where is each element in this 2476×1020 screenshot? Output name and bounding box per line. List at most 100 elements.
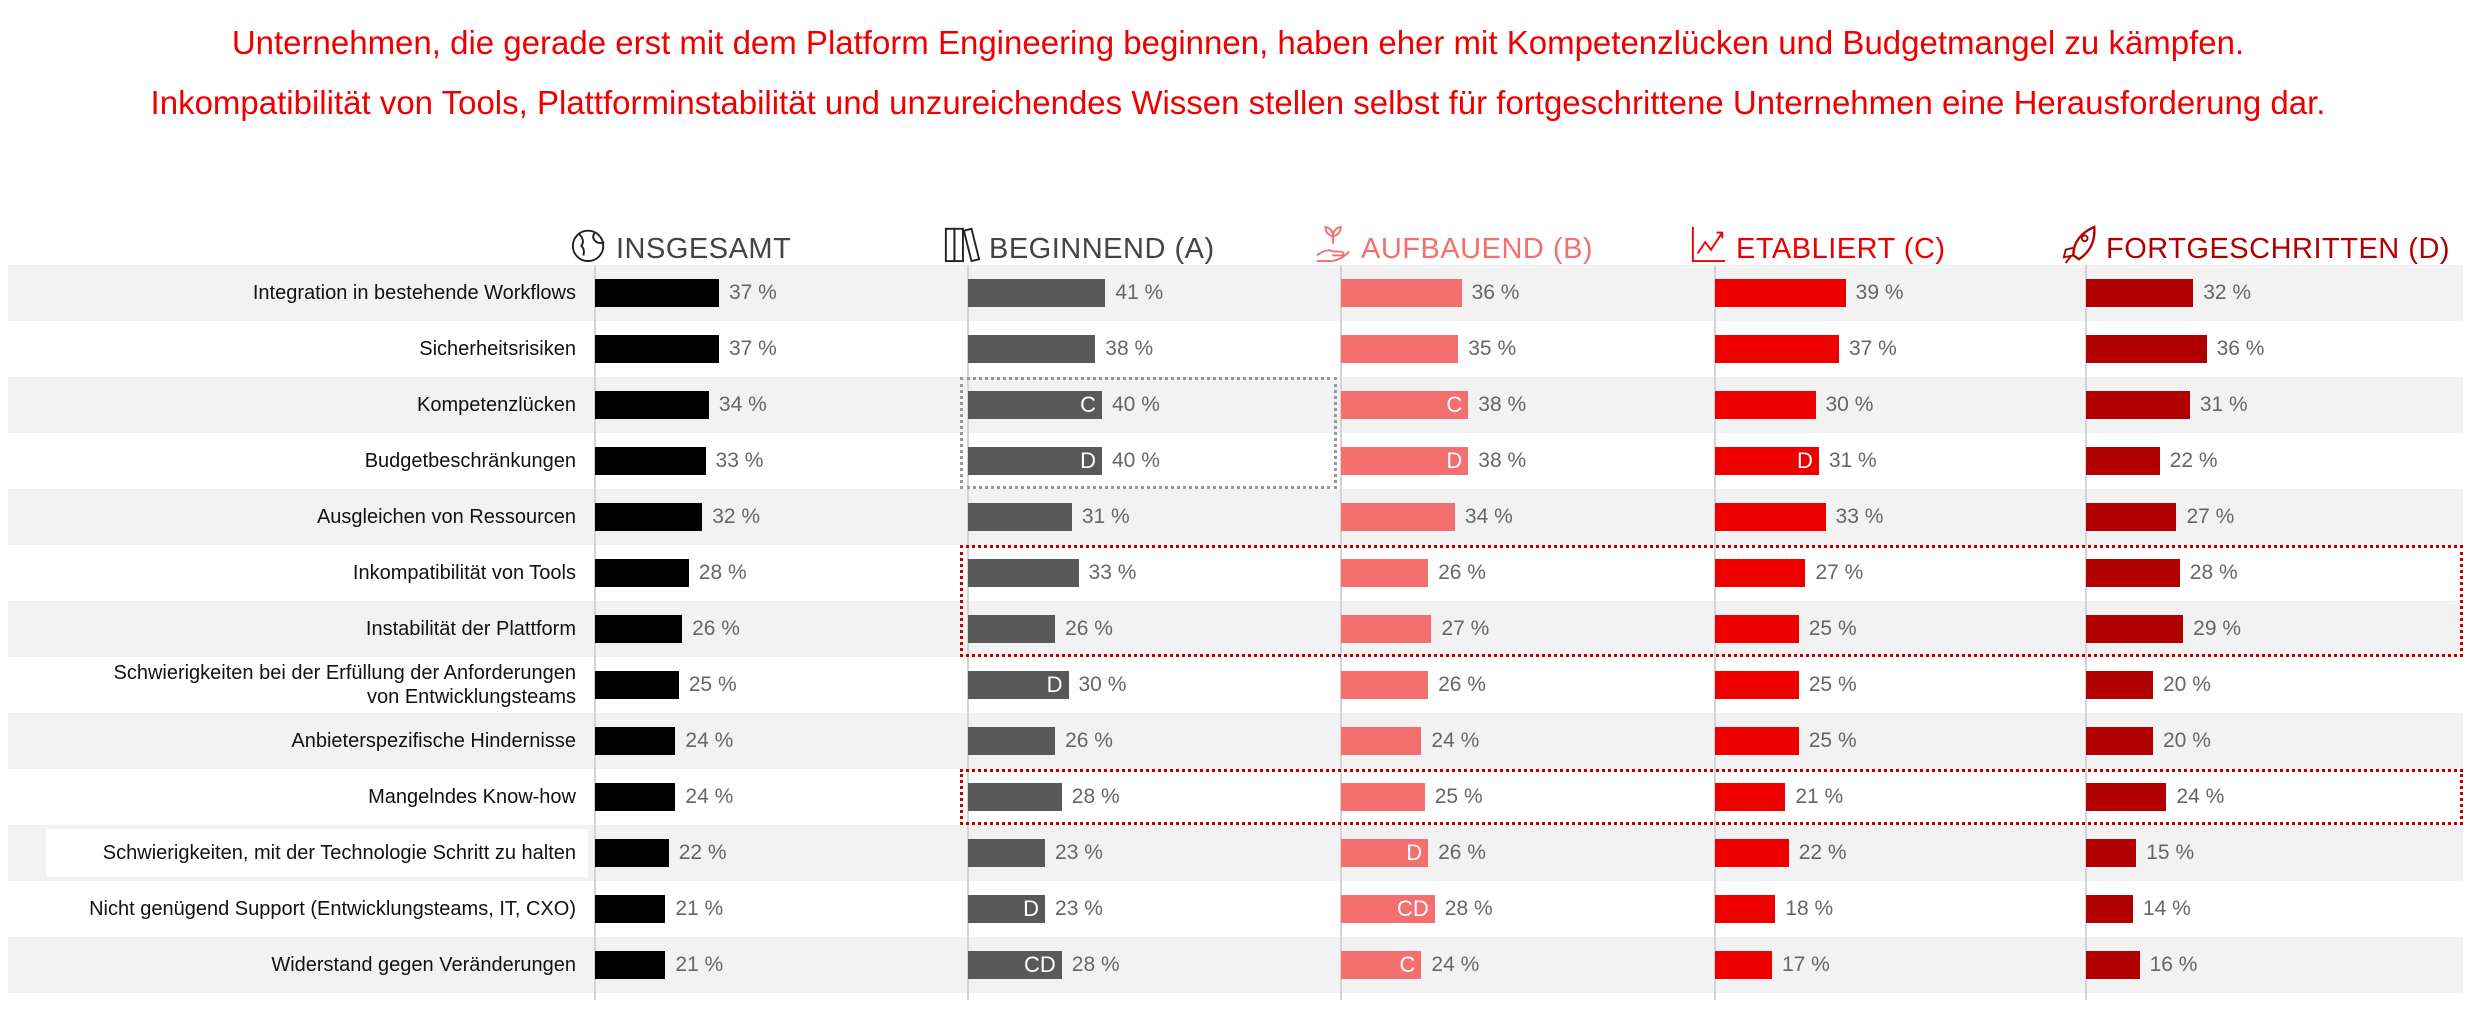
bar: CD xyxy=(1341,895,1435,923)
data-label: 28 % xyxy=(1071,785,1120,808)
significance-marker: CD xyxy=(1024,952,1056,977)
row-background xyxy=(8,601,2463,657)
bar: D xyxy=(1715,447,1819,475)
highlight-box xyxy=(960,769,2463,825)
bar xyxy=(1715,615,1799,643)
data-label: 25 % xyxy=(1808,673,1857,696)
series-header: BEGINNEND (A) xyxy=(943,222,1215,266)
bar xyxy=(2086,671,2153,699)
bar xyxy=(2086,391,2190,419)
bar xyxy=(2086,447,2160,475)
bar xyxy=(595,503,703,531)
data-label: 41 % xyxy=(1115,281,1164,304)
bar xyxy=(968,279,1106,307)
bar xyxy=(2086,503,2177,531)
significance-marker: C xyxy=(1080,392,1096,417)
bar: C xyxy=(968,391,1102,419)
category-label: Widerstand gegen Veränderungen xyxy=(271,954,576,976)
bar xyxy=(2086,279,2194,307)
category-label: Mangelndes Know-how xyxy=(368,786,576,808)
bar: D xyxy=(1341,839,1429,867)
series-header: INSGESAMT xyxy=(570,222,791,266)
category-label: Nicht genügend Support (Entwicklungsteam… xyxy=(89,898,576,920)
bar xyxy=(1715,839,1789,867)
data-label: 37 % xyxy=(728,337,777,360)
data-label: 25 % xyxy=(1434,785,1483,808)
data-label: 34 % xyxy=(718,393,767,416)
series-name: INSGESAMT xyxy=(616,233,792,265)
category-label: Schwierigkeiten, mit der Technologie Sch… xyxy=(46,829,588,877)
data-label: 18 % xyxy=(1785,897,1834,920)
data-label: 38 % xyxy=(1478,393,1527,416)
bar xyxy=(595,671,679,699)
series-name: FORTGESCHRITTEN (D) xyxy=(2106,233,2451,265)
data-label: 30 % xyxy=(1825,393,1874,416)
bar xyxy=(595,951,666,979)
data-label: 26 % xyxy=(692,617,740,640)
bar: C xyxy=(1341,391,1469,419)
significance-marker: D xyxy=(1046,672,1063,697)
significance-marker: D xyxy=(1080,448,1096,473)
series-name: AUFBAUEND (B) xyxy=(1361,233,1594,265)
data-label: 22 % xyxy=(678,841,727,864)
significance-marker: D xyxy=(1023,896,1040,921)
bar xyxy=(595,391,709,419)
bar xyxy=(1341,335,1459,363)
bar xyxy=(595,615,683,643)
row-background xyxy=(8,937,2463,993)
data-label: 35 % xyxy=(1468,337,1517,360)
data-label: 40 % xyxy=(1112,393,1160,416)
bar xyxy=(595,559,689,587)
data-label: 32 % xyxy=(712,505,761,528)
significance-marker: C xyxy=(1446,392,1463,417)
data-label: 26 % xyxy=(1438,561,1486,584)
title-line-1: Unternehmen, die gerade erst mit dem Pla… xyxy=(231,24,2245,61)
bar xyxy=(1715,951,1772,979)
bar xyxy=(1715,559,1806,587)
bar: D xyxy=(968,447,1102,475)
data-label: 17 % xyxy=(1781,953,1830,976)
data-label: 27 % xyxy=(2186,505,2235,528)
data-label: 24 % xyxy=(685,729,734,752)
data-label: 21 % xyxy=(1795,785,1844,808)
data-label: 25 % xyxy=(688,673,737,696)
growth-chart-icon xyxy=(1691,226,1726,263)
category-label: Schwierigkeiten bei der Erfüllung der An… xyxy=(113,662,576,708)
significance-marker: CD xyxy=(1397,896,1429,921)
globe-icon xyxy=(571,229,605,263)
data-label: 22 % xyxy=(1798,841,1847,864)
data-label: 25 % xyxy=(1808,617,1857,640)
data-label: 24 % xyxy=(2176,785,2225,808)
data-label: 28 % xyxy=(1444,897,1493,920)
bar xyxy=(968,559,1079,587)
data-label: 26 % xyxy=(1065,729,1113,752)
series-header: AUFBAUEND (B) xyxy=(1315,222,1593,266)
bar xyxy=(1341,503,1455,531)
bar xyxy=(2086,335,2207,363)
bar: D xyxy=(968,671,1069,699)
category-label: Integration in bestehende Workflows xyxy=(252,282,576,304)
row-background xyxy=(8,713,2463,769)
bar xyxy=(595,279,719,307)
category-label: Kompetenzlücken xyxy=(417,394,576,416)
bar xyxy=(1715,503,1826,531)
data-label: 33 % xyxy=(1088,561,1137,584)
bar xyxy=(1341,615,1432,643)
significance-marker: D xyxy=(1406,840,1423,865)
data-label: 36 % xyxy=(1471,281,1520,304)
data-label: 34 % xyxy=(1464,505,1513,528)
bar xyxy=(1341,727,1422,755)
bar xyxy=(968,503,1072,531)
data-label: 24 % xyxy=(685,785,734,808)
bar xyxy=(1715,279,1846,307)
bar xyxy=(2086,951,2140,979)
data-label: 23 % xyxy=(1055,841,1103,864)
series-name: BEGINNEND (A) xyxy=(989,233,1215,265)
series-name: ETABLIERT (C) xyxy=(1736,233,1946,265)
bar: CD xyxy=(968,951,1062,979)
data-label: 22 % xyxy=(2169,449,2218,472)
bar xyxy=(2086,727,2153,755)
bar: D xyxy=(968,895,1046,923)
data-label: 27 % xyxy=(1815,561,1864,584)
data-label: 27 % xyxy=(1441,617,1490,640)
